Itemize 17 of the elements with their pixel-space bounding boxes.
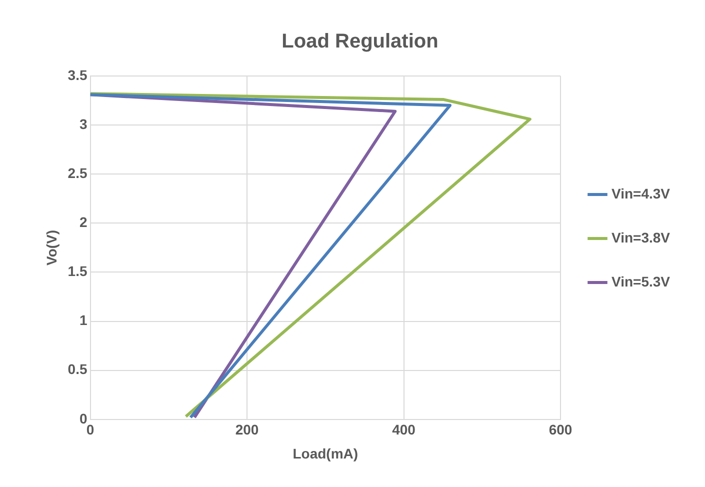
chart-title: Load Regulation	[282, 30, 438, 53]
y-tick-label: 1	[79, 312, 88, 328]
x-axis-title: Load(mA)	[292, 445, 358, 462]
legend-label: Vin=4.3V	[612, 185, 671, 202]
legend-label: Vin=5.3V	[612, 273, 671, 290]
y-tick-label: 0	[79, 410, 88, 426]
y-tick-label: 1.5	[68, 263, 88, 280]
y-axis-title: Vo(V)	[43, 230, 60, 266]
y-tick-label: 0.5	[68, 361, 88, 378]
y-tick-label: 2	[79, 214, 88, 230]
legend-label: Vin=3.8V	[612, 229, 671, 246]
y-tick-label: 3	[79, 116, 88, 132]
y-tick-label: 2.5	[68, 164, 88, 181]
x-tick-label: 200	[235, 422, 259, 438]
x-tick-label: 400	[392, 422, 416, 438]
x-tick-label: 600	[548, 422, 572, 438]
y-tick-label: 3.5	[68, 66, 88, 83]
